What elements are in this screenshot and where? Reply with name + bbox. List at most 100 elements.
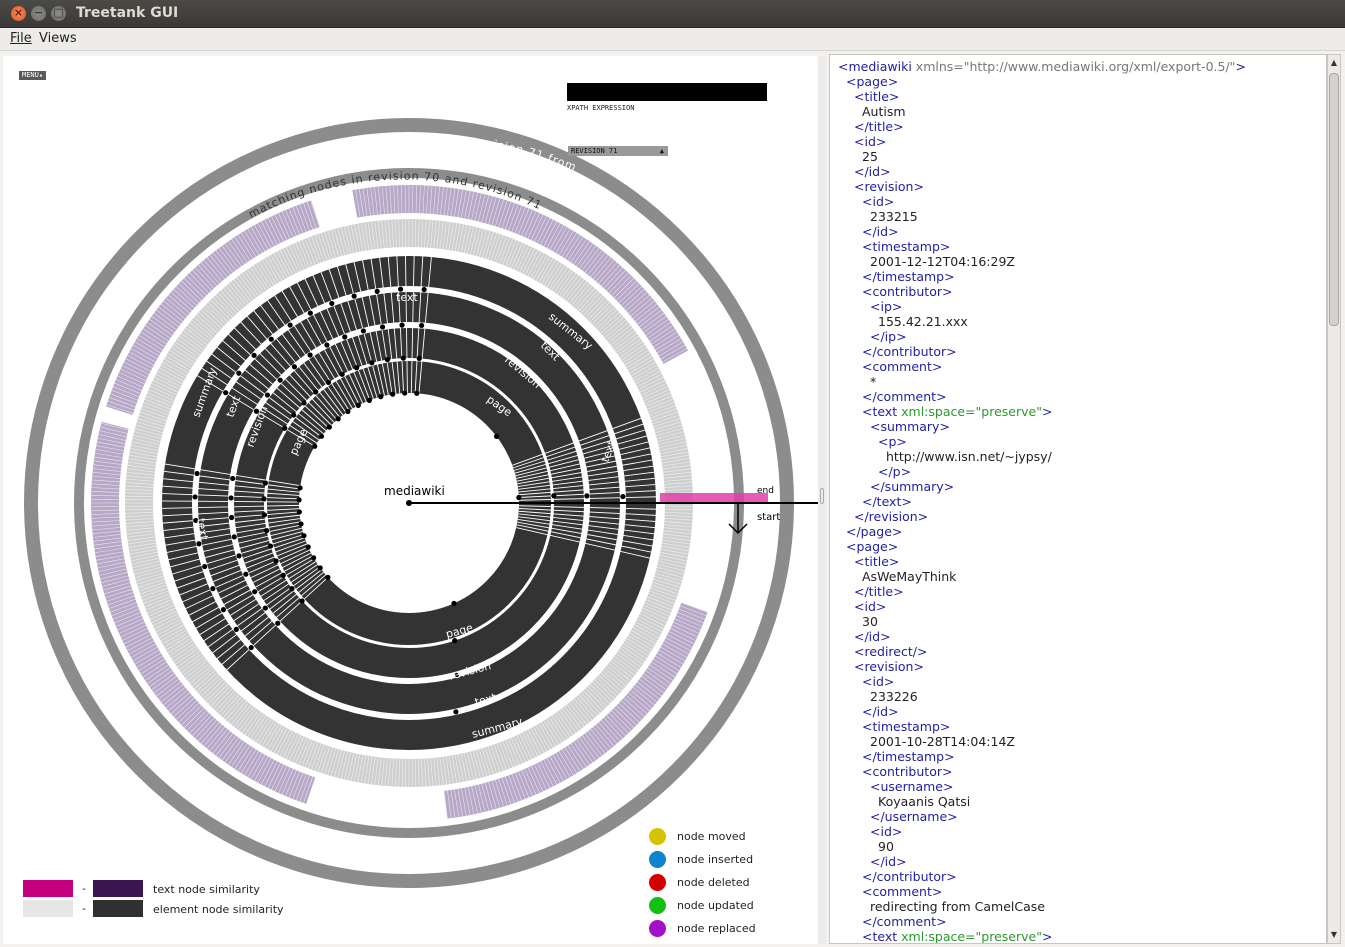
minimize-window-button[interactable]: − bbox=[31, 6, 46, 21]
xpath-expression-input[interactable] bbox=[567, 83, 767, 101]
xml-line[interactable]: http://www.isn.net/~jypsy/ bbox=[838, 449, 1246, 464]
hatch-line bbox=[505, 739, 530, 798]
xml-line[interactable]: 2001-10-28T14:04:14Z bbox=[838, 734, 1246, 749]
xml-line[interactable]: </text> bbox=[838, 494, 1246, 509]
xml-line[interactable]: <username> bbox=[838, 779, 1246, 794]
maximize-window-button[interactable]: □ bbox=[51, 6, 66, 21]
hatch-line bbox=[622, 328, 676, 363]
hatch-line bbox=[636, 358, 693, 388]
hatch-line bbox=[212, 252, 252, 302]
hatch-line bbox=[576, 696, 618, 744]
xml-line[interactable]: </id> bbox=[838, 704, 1246, 719]
xml-line[interactable]: <page> bbox=[838, 539, 1246, 554]
hatch-line bbox=[95, 449, 157, 461]
xml-line[interactable]: </ip> bbox=[838, 329, 1246, 344]
splitter-grip-icon[interactable] bbox=[820, 488, 824, 504]
xml-line[interactable]: <comment> bbox=[838, 359, 1246, 374]
xml-line[interactable]: <text xml:space="preserve"> bbox=[838, 929, 1246, 943]
hatch-line bbox=[564, 250, 603, 300]
xml-line[interactable]: <timestamp> bbox=[838, 239, 1246, 254]
xml-line[interactable]: 25 bbox=[838, 149, 1246, 164]
xml-line[interactable]: <comment> bbox=[838, 884, 1246, 899]
sunburst-visualization-panel[interactable]: mediawiki end start text summary text revision… bbox=[3, 56, 818, 944]
xml-line[interactable]: </id> bbox=[838, 854, 1246, 869]
xml-source-panel[interactable]: <mediawiki xmlns="http://www.mediawiki.o… bbox=[829, 54, 1327, 944]
xml-line[interactable]: </comment> bbox=[838, 914, 1246, 929]
scroll-down-icon[interactable]: ▼ bbox=[1330, 930, 1338, 939]
xml-line[interactable]: </id> bbox=[838, 224, 1246, 239]
xml-line[interactable]: <redirect/> bbox=[838, 644, 1246, 659]
revision-select[interactable]: REVISION 71 ▲ bbox=[568, 146, 668, 156]
xml-line[interactable]: 155.42.21.xxx bbox=[838, 314, 1246, 329]
node-dot bbox=[202, 563, 208, 570]
xml-line[interactable]: <timestamp> bbox=[838, 719, 1246, 734]
xml-line[interactable]: <mediawiki xmlns="http://www.mediawiki.o… bbox=[838, 59, 1246, 74]
xml-line[interactable]: </page> bbox=[838, 524, 1246, 539]
hatch-line bbox=[451, 755, 463, 817]
xml-line[interactable]: redirecting from CamelCase bbox=[838, 899, 1246, 914]
xml-line[interactable]: AsWeMayThink bbox=[838, 569, 1246, 584]
xml-line[interactable]: </comment> bbox=[838, 389, 1246, 404]
xml-line[interactable]: </id> bbox=[838, 629, 1246, 644]
xml-line[interactable]: <contributor> bbox=[838, 764, 1246, 779]
xml-line[interactable]: <id> bbox=[838, 194, 1246, 209]
xml-line[interactable]: 233226 bbox=[838, 689, 1246, 704]
panel-splitter[interactable] bbox=[818, 56, 826, 944]
xml-line[interactable]: </contributor> bbox=[838, 344, 1246, 359]
hatch-line bbox=[559, 709, 597, 761]
xml-line[interactable]: <revision> bbox=[838, 659, 1246, 674]
xml-line[interactable]: </timestamp> bbox=[838, 269, 1246, 284]
scrollbar-thumb[interactable] bbox=[1329, 73, 1339, 326]
hatch-line bbox=[442, 187, 452, 250]
hatch-line bbox=[257, 728, 288, 783]
xml-source-view[interactable]: <mediawiki xmlns="http://www.mediawiki.o… bbox=[838, 59, 1246, 943]
xml-line[interactable]: <text xml:space="preserve"> bbox=[838, 404, 1246, 419]
menu-views[interactable]: Views bbox=[39, 31, 77, 46]
xml-line[interactable]: <id> bbox=[838, 674, 1246, 689]
hatch-line bbox=[97, 554, 159, 569]
xml-line[interactable]: <title> bbox=[838, 89, 1246, 104]
xml-line[interactable]: <revision> bbox=[838, 179, 1246, 194]
xml-line[interactable]: 233215 bbox=[838, 209, 1246, 224]
hatch-line bbox=[546, 718, 581, 772]
xml-scrollbar[interactable]: ▲ ▼ bbox=[1327, 54, 1341, 944]
hatch-line bbox=[381, 186, 388, 248]
xml-tag: </page> bbox=[846, 524, 903, 539]
xml-line[interactable]: <ip> bbox=[838, 299, 1246, 314]
xml-line[interactable]: </username> bbox=[838, 809, 1246, 824]
xml-line[interactable]: </p> bbox=[838, 464, 1246, 479]
xml-line[interactable]: <contributor> bbox=[838, 284, 1246, 299]
scroll-up-icon[interactable]: ▲ bbox=[1330, 58, 1338, 67]
xml-line[interactable]: </title> bbox=[838, 119, 1246, 134]
close-window-button[interactable]: × bbox=[11, 6, 26, 21]
xml-line[interactable]: </summary> bbox=[838, 479, 1246, 494]
xml-line[interactable]: </contributor> bbox=[838, 869, 1246, 884]
menu-file[interactable]: File bbox=[10, 31, 32, 46]
viz-menu-button[interactable]: MENU▴ bbox=[19, 71, 47, 80]
node-dot bbox=[273, 558, 279, 564]
xml-line[interactable]: </revision> bbox=[838, 509, 1246, 524]
sunburst-view[interactable]: mediawiki endstarttextsummarytextrevision… bbox=[3, 56, 818, 944]
xml-line[interactable]: </timestamp> bbox=[838, 749, 1246, 764]
xml-line[interactable]: <id> bbox=[838, 134, 1246, 149]
xml-line[interactable]: <id> bbox=[838, 824, 1246, 839]
hatch-line bbox=[163, 665, 212, 706]
xml-line[interactable]: <title> bbox=[838, 554, 1246, 569]
hatch-line bbox=[496, 743, 519, 802]
xml-line[interactable]: 30 bbox=[838, 614, 1246, 629]
xml-line[interactable]: <summary> bbox=[838, 419, 1246, 434]
xml-line[interactable]: </title> bbox=[838, 584, 1246, 599]
xml-line[interactable]: Autism bbox=[838, 104, 1246, 119]
xml-line[interactable]: 90 bbox=[838, 839, 1246, 854]
element-similarity-label: element node similarity bbox=[153, 903, 284, 916]
xml-tag: <contributor> bbox=[862, 764, 953, 779]
hatch-line bbox=[439, 187, 448, 249]
xml-line[interactable]: Koyaanis Qatsi bbox=[838, 794, 1246, 809]
xml-line[interactable]: </id> bbox=[838, 164, 1246, 179]
xml-line[interactable]: <page> bbox=[838, 74, 1246, 89]
node-dot bbox=[312, 443, 318, 449]
xml-line[interactable]: <p> bbox=[838, 434, 1246, 449]
xml-line[interactable]: * bbox=[838, 374, 1246, 389]
xml-line[interactable]: 2001-12-12T04:16:29Z bbox=[838, 254, 1246, 269]
xml-line[interactable]: <id> bbox=[838, 599, 1246, 614]
